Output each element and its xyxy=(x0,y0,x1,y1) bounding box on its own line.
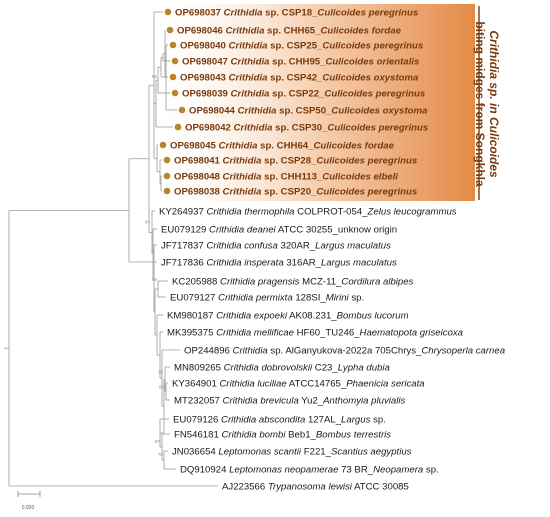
tip-label: OP698048 Crithidia sp. CHH113_Culicoides… xyxy=(174,171,398,182)
bootstrap-value: 87 xyxy=(155,439,161,444)
clade-label-line1: Crithidia sp. in Culicoides xyxy=(487,30,501,178)
sample-dot xyxy=(164,8,172,16)
sample-dot xyxy=(169,41,177,49)
tip-label: MN809265 Crithidia dobrovolskii C23_Lyph… xyxy=(174,362,390,373)
scale-bar: 0.020 xyxy=(17,491,41,511)
tip-label: OP698042 Crithidia sp. CSP30_Culicoides … xyxy=(185,122,428,133)
sample-dot xyxy=(166,26,174,34)
bootstrap-value: 95 xyxy=(152,74,158,79)
tip-label: OP698037 Crithidia sp. CSP18_Culicoides … xyxy=(175,7,418,18)
sample-dot xyxy=(171,89,179,97)
tip-label: EU079129 Crithidia deanei ATCC 30255_unk… xyxy=(161,224,397,235)
bootstrap-value: 70 xyxy=(158,452,164,457)
clade-highlight xyxy=(150,4,475,201)
tip-label: MK395375 Crithidia mellificae HF60_TU246… xyxy=(167,327,463,338)
tip-label: KM980187 Crithidia expoeki AK08.231_Bomb… xyxy=(167,310,409,321)
bootstrap-value: 75 xyxy=(158,369,164,374)
sample-dot xyxy=(163,156,171,164)
tip-label: FN546181 Crithidia bombi Beb1_Bombus ter… xyxy=(174,429,391,440)
tip-label: OP698040 Crithidia sp. CSP25_Culicoides … xyxy=(180,40,423,51)
tip-label: JF717837 Crithidia confusa 320AR_Largus … xyxy=(161,240,391,251)
tip-label: AJ223566 Trypanosoma lewisi ATCC 30085 xyxy=(222,481,409,492)
bootstrap-value: 94 xyxy=(145,219,151,224)
tip-label: OP698046 Crithidia sp. CHH65_Culicoides … xyxy=(177,25,402,36)
tip-label: DQ910924 Leptomonas neopamerae 73 BR_Neo… xyxy=(180,464,439,475)
tree-branches xyxy=(4,11,218,487)
sample-dot xyxy=(174,123,182,131)
sample-dot xyxy=(163,187,171,195)
bootstrap-labels: 95 94 99 75 92 87 70 xyxy=(145,74,165,457)
tip-label: OP698045 Crithidia sp. CHH64_Culicoides … xyxy=(170,140,395,151)
tip-label: JN036654 Leptomonas scantii F221_Scantiu… xyxy=(172,446,412,457)
bootstrap-value: 99 xyxy=(152,277,158,282)
sample-dot xyxy=(159,141,167,149)
sample-dot xyxy=(163,172,171,180)
tip-label: KC205988 Crithidia pragensis MCZ-11_Cord… xyxy=(172,276,414,287)
tip-label: OP698044 Crithidia sp. CSP50_Culicoides … xyxy=(189,105,428,116)
tip-labels: OP698037 Crithidia sp. CSP18_Culicoides … xyxy=(159,7,505,492)
tip-label: KY364901 Crithidia luciliae ATCC14765_Ph… xyxy=(172,378,425,389)
scale-bar-label: 0.020 xyxy=(22,505,35,511)
tip-label: OP698038 Crithidia sp. CSP20_Culicoides … xyxy=(174,186,417,197)
tip-label: OP244896 Crithidia sp. AlGanyukova-2022a… xyxy=(184,345,505,356)
tip-label: OP698043 Crithidia sp. CSP42_Culicoides … xyxy=(180,72,419,83)
sample-dot xyxy=(178,106,186,114)
tip-label: EU079127 Crithidia permixta 128SI_Mirini… xyxy=(170,292,364,303)
tip-label: MT232057 Crithidia brevicula Yu2_Anthomy… xyxy=(174,395,405,406)
tip-label: EU079126 Crithidia abscondita 127AL_Larg… xyxy=(173,414,386,425)
sample-markers xyxy=(159,8,186,195)
sample-dot xyxy=(169,73,177,81)
sample-dot xyxy=(171,57,179,65)
tip-label: JF717836 Crithidia insperata 316AR_Largu… xyxy=(161,257,397,268)
tip-label: OP698041 Crithidia sp. CSP28_Culicoides … xyxy=(174,155,417,166)
bootstrap-value: 92 xyxy=(159,385,165,390)
tip-label: KY264937 Crithidia thermophila COLPROT-0… xyxy=(159,206,457,217)
clade-label-line2: biting midges from Songkhla xyxy=(473,21,487,187)
tip-label: OP698039 Crithidia sp. CSP22_Culicoides … xyxy=(182,88,425,99)
tip-label: OP698047 Crithidia sp. CHH95_Culicoides … xyxy=(182,56,419,67)
